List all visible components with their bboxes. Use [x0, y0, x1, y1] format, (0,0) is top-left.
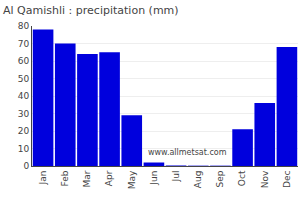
svg-text:Feb: Feb: [60, 170, 70, 186]
svg-text:40: 40: [18, 91, 30, 101]
svg-text:Nov: Nov: [260, 170, 270, 188]
svg-text:70: 70: [18, 39, 30, 49]
svg-text:May: May: [127, 170, 137, 189]
svg-text:Mar: Mar: [82, 170, 92, 187]
svg-text:10: 10: [18, 144, 30, 154]
svg-text:Jul: Jul: [171, 171, 181, 183]
svg-text:0: 0: [23, 161, 29, 171]
svg-text:80: 80: [18, 21, 30, 31]
svg-text:30: 30: [18, 109, 30, 119]
svg-text:www.allmetsat.com: www.allmetsat.com: [148, 148, 227, 157]
svg-text:Aug: Aug: [193, 171, 203, 189]
svg-text:Sep: Sep: [215, 170, 225, 187]
svg-text:20: 20: [18, 126, 30, 136]
svg-text:Al Qamishli : precipitation (m: Al Qamishli : precipitation (mm): [3, 4, 179, 17]
svg-text:Jan: Jan: [38, 171, 48, 186]
svg-text:Apr: Apr: [105, 170, 115, 186]
svg-text:Oct: Oct: [238, 170, 248, 186]
svg-text:Dec: Dec: [282, 171, 292, 188]
svg-text:Jun: Jun: [149, 171, 159, 186]
svg-text:50: 50: [18, 74, 30, 84]
svg-text:60: 60: [18, 56, 30, 66]
